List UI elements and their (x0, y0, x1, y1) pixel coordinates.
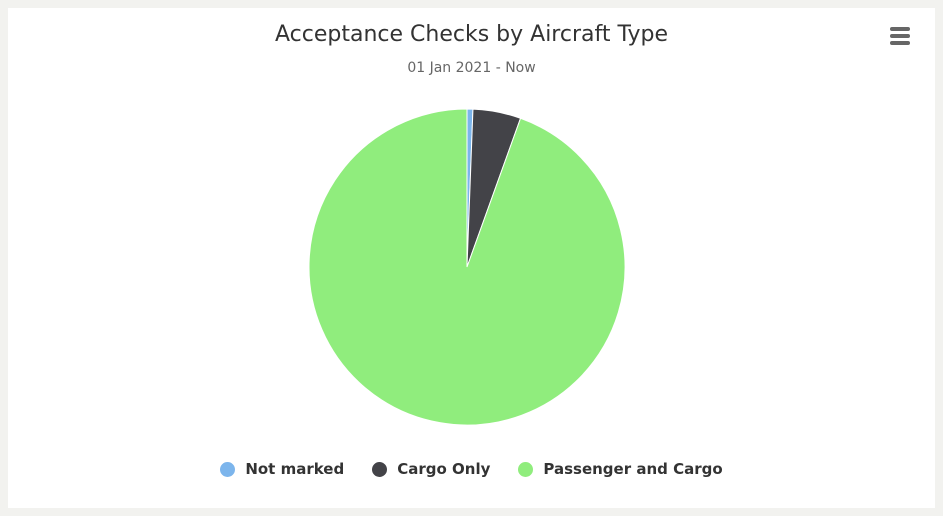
legend-marker-icon (372, 461, 388, 477)
legend-label: Passenger and Cargo (543, 460, 723, 478)
pie-slice-passenger-and-cargo[interactable] (308, 108, 626, 426)
chart-container: Acceptance Checks by Aircraft Type 01 Ja… (8, 8, 935, 508)
chart-subtitle: 01 Jan 2021 - Now (407, 60, 536, 76)
chart-legend: Not marked Cargo Only Passenger and Cargo (8, 460, 935, 478)
chart-title: Acceptance Checks by Aircraft Type (275, 22, 668, 47)
legend-item-cargo-only[interactable]: Cargo Only (372, 460, 490, 478)
pie-chart (308, 108, 626, 426)
hamburger-menu-icon[interactable] (888, 25, 912, 47)
legend-marker-icon (518, 461, 534, 477)
legend-marker-icon (220, 461, 236, 477)
legend-item-not-marked[interactable]: Not marked (220, 460, 344, 478)
legend-label: Not marked (245, 460, 345, 478)
legend-item-passenger-and-cargo[interactable]: Passenger and Cargo (518, 460, 723, 478)
legend-label: Cargo Only (397, 460, 491, 478)
